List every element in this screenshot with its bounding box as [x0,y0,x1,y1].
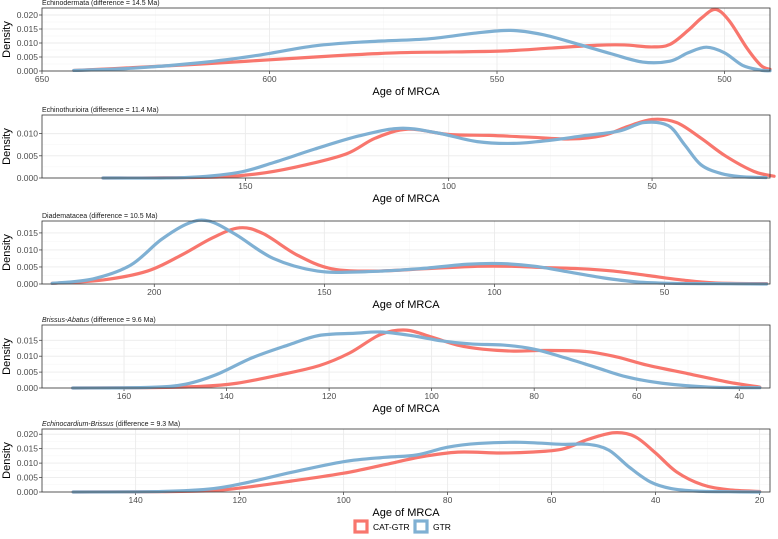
y-tick-label: 0.010 [17,245,39,255]
y-tick-label: 0.020 [17,429,39,439]
x-tick-label: 120 [233,495,247,505]
x-tick-label: 100 [425,391,439,401]
series-line-cat-gtr [101,117,776,180]
x-tick-label: 50 [647,181,657,191]
x-tick-label: 80 [443,495,453,505]
y-tick-label: 0.005 [17,367,39,377]
series-line-gtr [71,440,762,494]
y-tick-label: 0.015 [17,24,39,34]
legend-key-cat-gtr [353,519,369,534]
x-tick-label: 140 [219,391,233,401]
x-tick-label: 650 [35,74,49,84]
y-tick-label: 0.015 [17,444,39,454]
x-tick-label: 140 [129,495,143,505]
panel-5: Echinocardium-Brissus (difference = 9.3 … [1,421,771,519]
panel-title: Echinothurioira (difference = 11.4 Ma) [42,107,159,114]
y-tick-label: 0.000 [17,173,39,183]
series-line-cat-gtr [71,431,762,494]
x-tick-label: 550 [490,74,504,84]
y-tick-label: 0.015 [17,228,39,238]
y-tick-label: 0.020 [17,10,39,20]
y-tick-label: 0.005 [17,262,39,272]
x-tick-label: 40 [735,391,745,401]
x-tick-label: 60 [547,495,557,505]
x-tick-label: 100 [337,495,351,505]
x-axis-title: Age of MRCA [372,507,440,519]
y-tick-label: 0.000 [17,279,39,289]
panel-border [41,114,771,179]
series-line-gtr [101,120,768,180]
panel-border [41,220,771,285]
panel-title: Echinocardium-Brissus (difference = 9.3 … [42,421,180,428]
x-axis-title: Age of MRCA [372,403,440,415]
y-axis-title: Density [1,442,13,479]
y-tick-label: 0.000 [17,66,39,76]
x-tick-label: 100 [487,287,501,297]
legend: CAT-GTR GTR [353,519,451,534]
x-tick-label: 120 [322,391,336,401]
panel-title: Diadematacea (difference = 10.5 Ma) [42,213,158,220]
x-tick-label: 150 [317,287,331,297]
panel-3: Diadematacea (difference = 10.5 Ma) 200 15… [1,213,771,311]
y-axis-title: Density [1,21,13,58]
panel-2: Echinothurioira (difference = 11.4 Ma) 15… [1,107,776,205]
panel-title: Echinodermata (difference = 14.5 Ma) [42,0,160,7]
y-tick-label: 0.005 [17,52,39,62]
y-axis-title: Density [1,128,13,165]
y-tick-label: 0.000 [17,487,39,497]
x-tick-label: 200 [147,287,161,297]
y-axis-title: Density [1,338,13,375]
y-tick-label: 0.000 [17,383,39,393]
y-tick-label: 0.005 [17,473,39,483]
x-axis-title: Age of MRCA [372,193,440,205]
y-tick-label: 0.010 [17,458,39,468]
x-tick-label: 500 [717,74,731,84]
x-tick-label: 80 [529,391,539,401]
x-axis-title: Age of MRCA [372,299,440,311]
series-line-gtr [71,330,762,390]
legend-label: GTR [433,522,451,532]
series-line-cat-gtr [71,328,762,390]
x-tick-label: 60 [632,391,642,401]
series-line-cat-gtr [72,7,772,73]
series-line-gtr [72,28,772,73]
x-axis-title: Age of MRCA [372,86,440,98]
panel-border [41,7,771,72]
y-tick-label: 0.005 [17,151,39,161]
x-tick-label: 160 [117,391,131,401]
legend-key-gtr [413,519,429,534]
legend-label: CAT-GTR [373,522,410,532]
y-tick-label: 0.015 [17,335,39,345]
x-tick-label: 600 [262,74,276,84]
series-line-gtr [50,218,769,286]
panel-border [41,324,771,389]
x-tick-label: 50 [660,287,670,297]
y-tick-label: 0.010 [17,38,39,48]
panel-border [41,428,771,493]
y-tick-label: 0.010 [17,129,39,139]
x-tick-label: 150 [238,181,252,191]
y-tick-label: 0.010 [17,351,39,361]
panel-4: Brissus-Abatus (difference = 9.6 Ma) 160 1… [1,317,771,415]
x-tick-label: 40 [651,495,661,505]
x-tick-label: 100 [442,181,456,191]
panel-title: Brissus-Abatus (difference = 9.6 Ma) [42,317,156,324]
y-axis-title: Density [1,234,13,271]
x-tick-label: 20 [755,495,765,505]
panel-1: Echinodermata (difference = 14.5 Ma) 650 6… [1,0,772,98]
